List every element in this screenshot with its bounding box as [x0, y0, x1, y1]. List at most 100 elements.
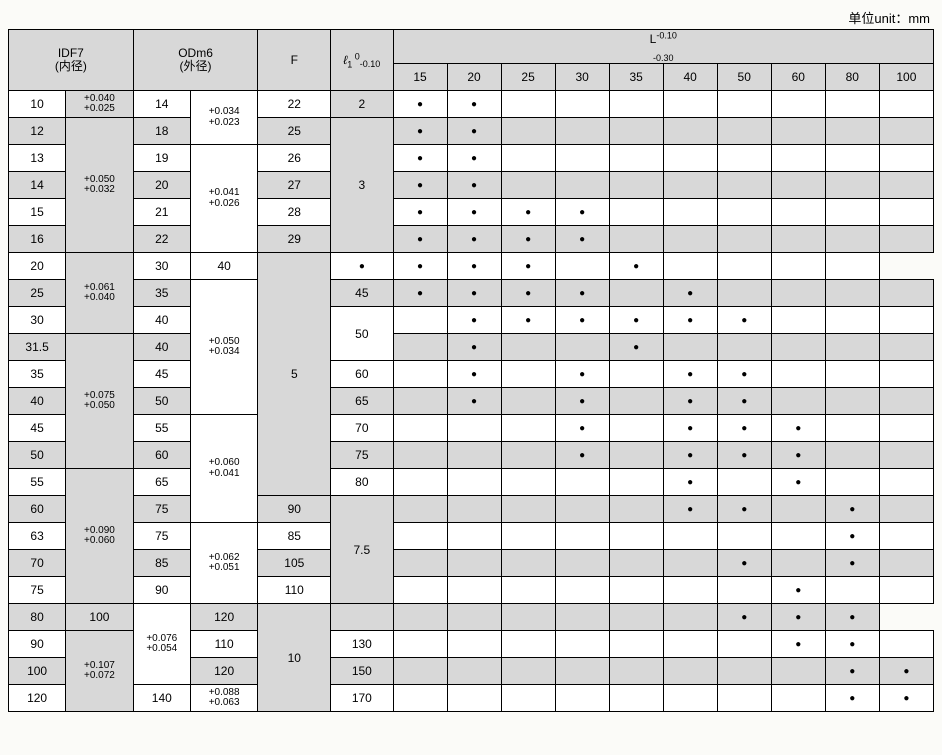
dot-cell: ●: [555, 199, 609, 226]
dot-cell: ●: [663, 307, 717, 334]
id-tol: +0.090+0.060: [66, 469, 134, 604]
id-tol: +0.040+0.025: [66, 91, 134, 118]
dot-cell: [771, 118, 825, 145]
dot-cell: [663, 604, 717, 631]
id-val: 35: [9, 361, 66, 388]
dot-cell: [393, 658, 447, 685]
hdr-l1: ℓ1 0-0.10: [331, 30, 393, 91]
od-val: 18: [133, 118, 190, 145]
f-val: 22: [258, 91, 331, 118]
dot-cell: [771, 658, 825, 685]
dot-cell: [555, 118, 609, 145]
dot-cell: [555, 685, 609, 712]
id-val: 40: [9, 388, 66, 415]
hdr-l-30: 30: [555, 64, 609, 91]
dot-cell: [771, 226, 825, 253]
dot-cell: [609, 361, 663, 388]
dot-cell: [717, 172, 771, 199]
dot-cell: ●: [555, 388, 609, 415]
f-val: 120: [190, 604, 258, 631]
dot-cell: ●: [717, 496, 771, 523]
dot-cell: ●: [447, 253, 501, 280]
dot-cell: ●: [771, 577, 825, 604]
dot-cell: [447, 685, 501, 712]
hdr-f: F: [258, 30, 331, 91]
dot-cell: ●: [393, 145, 447, 172]
id-val: 10: [9, 91, 66, 118]
hdr-idf7: IDF7(内径): [9, 30, 134, 91]
dot-cell: ●: [825, 496, 879, 523]
dot-cell: [717, 118, 771, 145]
dot-cell: ●: [447, 307, 501, 334]
dot-cell: [609, 199, 663, 226]
dot-cell: ●: [393, 172, 447, 199]
dot-cell: ●: [879, 685, 933, 712]
dot-cell: ●: [447, 91, 501, 118]
dot-cell: [663, 172, 717, 199]
dot-cell: [501, 442, 555, 469]
dot-cell: [825, 361, 879, 388]
dot-cell: [501, 469, 555, 496]
dot-cell: [771, 199, 825, 226]
dot-cell: [663, 253, 717, 280]
dot-cell: [771, 307, 825, 334]
l1-val: 5: [258, 253, 331, 496]
dot-cell: [501, 91, 555, 118]
dot-cell: ●: [771, 631, 825, 658]
dot-cell: [501, 577, 555, 604]
dot-cell: [663, 91, 717, 118]
dot-cell: ●: [825, 523, 879, 550]
id-val: 120: [9, 685, 66, 712]
id-val: 14: [9, 172, 66, 199]
dot-cell: [555, 469, 609, 496]
dot-cell: [609, 550, 663, 577]
dot-cell: ●: [663, 280, 717, 307]
od-val: 20: [133, 172, 190, 199]
id-val: 13: [9, 145, 66, 172]
dot-cell: [771, 253, 825, 280]
od-val: 22: [133, 226, 190, 253]
dot-cell: [825, 415, 879, 442]
dot-cell: [501, 415, 555, 442]
dot-cell: [501, 550, 555, 577]
dot-cell: [393, 577, 447, 604]
dot-cell: ●: [393, 253, 447, 280]
dot-cell: ●: [447, 388, 501, 415]
hdr-l-15: 15: [393, 64, 447, 91]
dot-cell: [825, 172, 879, 199]
dot-cell: [825, 280, 879, 307]
dot-cell: ●: [609, 253, 663, 280]
dot-cell: ●: [717, 415, 771, 442]
id-tol: +0.107+0.072: [66, 631, 134, 712]
hdr-l: L-0.10-0.30: [393, 30, 933, 64]
dot-cell: [717, 469, 771, 496]
dot-cell: [447, 469, 501, 496]
hdr-l-25: 25: [501, 64, 555, 91]
dot-cell: ●: [555, 415, 609, 442]
dot-cell: [555, 145, 609, 172]
od-val: 120: [190, 658, 258, 685]
dot-cell: [447, 577, 501, 604]
dot-cell: [771, 334, 825, 361]
f-val: 65: [331, 388, 393, 415]
od-tol: +0.062+0.051: [190, 523, 258, 604]
dot-cell: [393, 469, 447, 496]
dot-cell: [447, 496, 501, 523]
dot-cell: ●: [717, 442, 771, 469]
dot-cell: [879, 550, 933, 577]
dot-cell: [609, 91, 663, 118]
f-val: 75: [331, 442, 393, 469]
od-val: 110: [190, 631, 258, 658]
dot-cell: [825, 469, 879, 496]
dot-cell: [771, 145, 825, 172]
f-val: 60: [331, 361, 393, 388]
od-val: 85: [133, 550, 190, 577]
dot-cell: [609, 604, 663, 631]
dot-cell: [879, 91, 933, 118]
od-tol: +0.060+0.041: [190, 415, 258, 523]
dot-cell: [501, 523, 555, 550]
od-val: 14: [133, 91, 190, 118]
dot-cell: [771, 388, 825, 415]
dot-cell: [555, 91, 609, 118]
dot-cell: [609, 577, 663, 604]
